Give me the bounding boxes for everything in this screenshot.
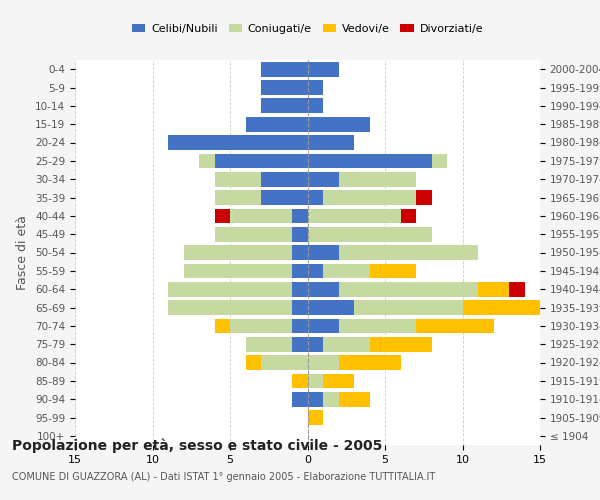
Bar <box>292 337 308 351</box>
Bar <box>308 135 354 150</box>
Bar <box>308 62 338 76</box>
Bar <box>431 154 447 168</box>
Bar <box>308 264 323 278</box>
Bar <box>354 300 463 315</box>
Bar <box>323 374 354 388</box>
Bar <box>416 190 431 205</box>
Bar <box>308 154 431 168</box>
Bar <box>184 245 292 260</box>
Bar <box>292 318 308 333</box>
Bar <box>292 264 308 278</box>
Bar <box>292 208 308 223</box>
Bar <box>338 318 416 333</box>
Bar <box>308 80 323 95</box>
Bar <box>261 172 308 186</box>
Legend: Celibi/Nubili, Coniugati/e, Vedovi/e, Divorziati/e: Celibi/Nubili, Coniugati/e, Vedovi/e, Di… <box>128 20 487 38</box>
Bar <box>308 374 323 388</box>
Bar <box>199 154 215 168</box>
Bar <box>215 154 308 168</box>
Bar <box>245 117 308 132</box>
Bar <box>261 355 308 370</box>
Bar <box>230 208 292 223</box>
Bar <box>308 172 338 186</box>
Bar <box>478 282 509 296</box>
Bar <box>261 80 308 95</box>
Bar <box>338 172 416 186</box>
Bar <box>416 318 493 333</box>
Bar <box>308 208 401 223</box>
Bar <box>401 208 416 223</box>
Bar <box>261 62 308 76</box>
Bar <box>292 282 308 296</box>
Bar <box>215 208 230 223</box>
Bar <box>308 282 338 296</box>
Bar <box>463 300 540 315</box>
Bar <box>370 264 416 278</box>
Bar <box>323 264 370 278</box>
Bar <box>308 190 323 205</box>
Bar <box>323 337 370 351</box>
Bar <box>323 190 416 205</box>
Bar <box>292 300 308 315</box>
Bar <box>215 318 230 333</box>
Bar <box>338 282 478 296</box>
Bar <box>261 98 308 113</box>
Bar <box>308 392 323 406</box>
Bar <box>215 227 292 242</box>
Y-axis label: Fasce di età: Fasce di età <box>16 215 29 290</box>
Bar <box>308 245 338 260</box>
Bar <box>292 227 308 242</box>
Bar <box>245 355 261 370</box>
Bar <box>168 300 292 315</box>
Bar <box>308 98 323 113</box>
Bar <box>168 282 292 296</box>
Text: Popolazione per età, sesso e stato civile - 2005: Popolazione per età, sesso e stato civil… <box>12 438 382 453</box>
Bar <box>308 337 323 351</box>
Bar <box>245 337 292 351</box>
Bar <box>308 117 370 132</box>
Bar <box>370 337 431 351</box>
Bar <box>230 318 292 333</box>
Bar <box>261 190 308 205</box>
Bar <box>308 410 323 425</box>
Bar <box>168 135 308 150</box>
Bar <box>338 392 370 406</box>
Bar <box>292 392 308 406</box>
Bar <box>308 318 338 333</box>
Bar <box>509 282 524 296</box>
Bar <box>338 355 401 370</box>
Bar <box>215 190 261 205</box>
Bar <box>308 227 431 242</box>
Bar <box>338 245 478 260</box>
Bar <box>308 355 338 370</box>
Bar <box>215 172 261 186</box>
Bar <box>323 392 338 406</box>
Bar <box>292 245 308 260</box>
Bar <box>292 374 308 388</box>
Bar <box>184 264 292 278</box>
Text: COMUNE DI GUAZZORA (AL) - Dati ISTAT 1° gennaio 2005 - Elaborazione TUTTITALIA.I: COMUNE DI GUAZZORA (AL) - Dati ISTAT 1° … <box>12 472 435 482</box>
Bar <box>308 300 354 315</box>
